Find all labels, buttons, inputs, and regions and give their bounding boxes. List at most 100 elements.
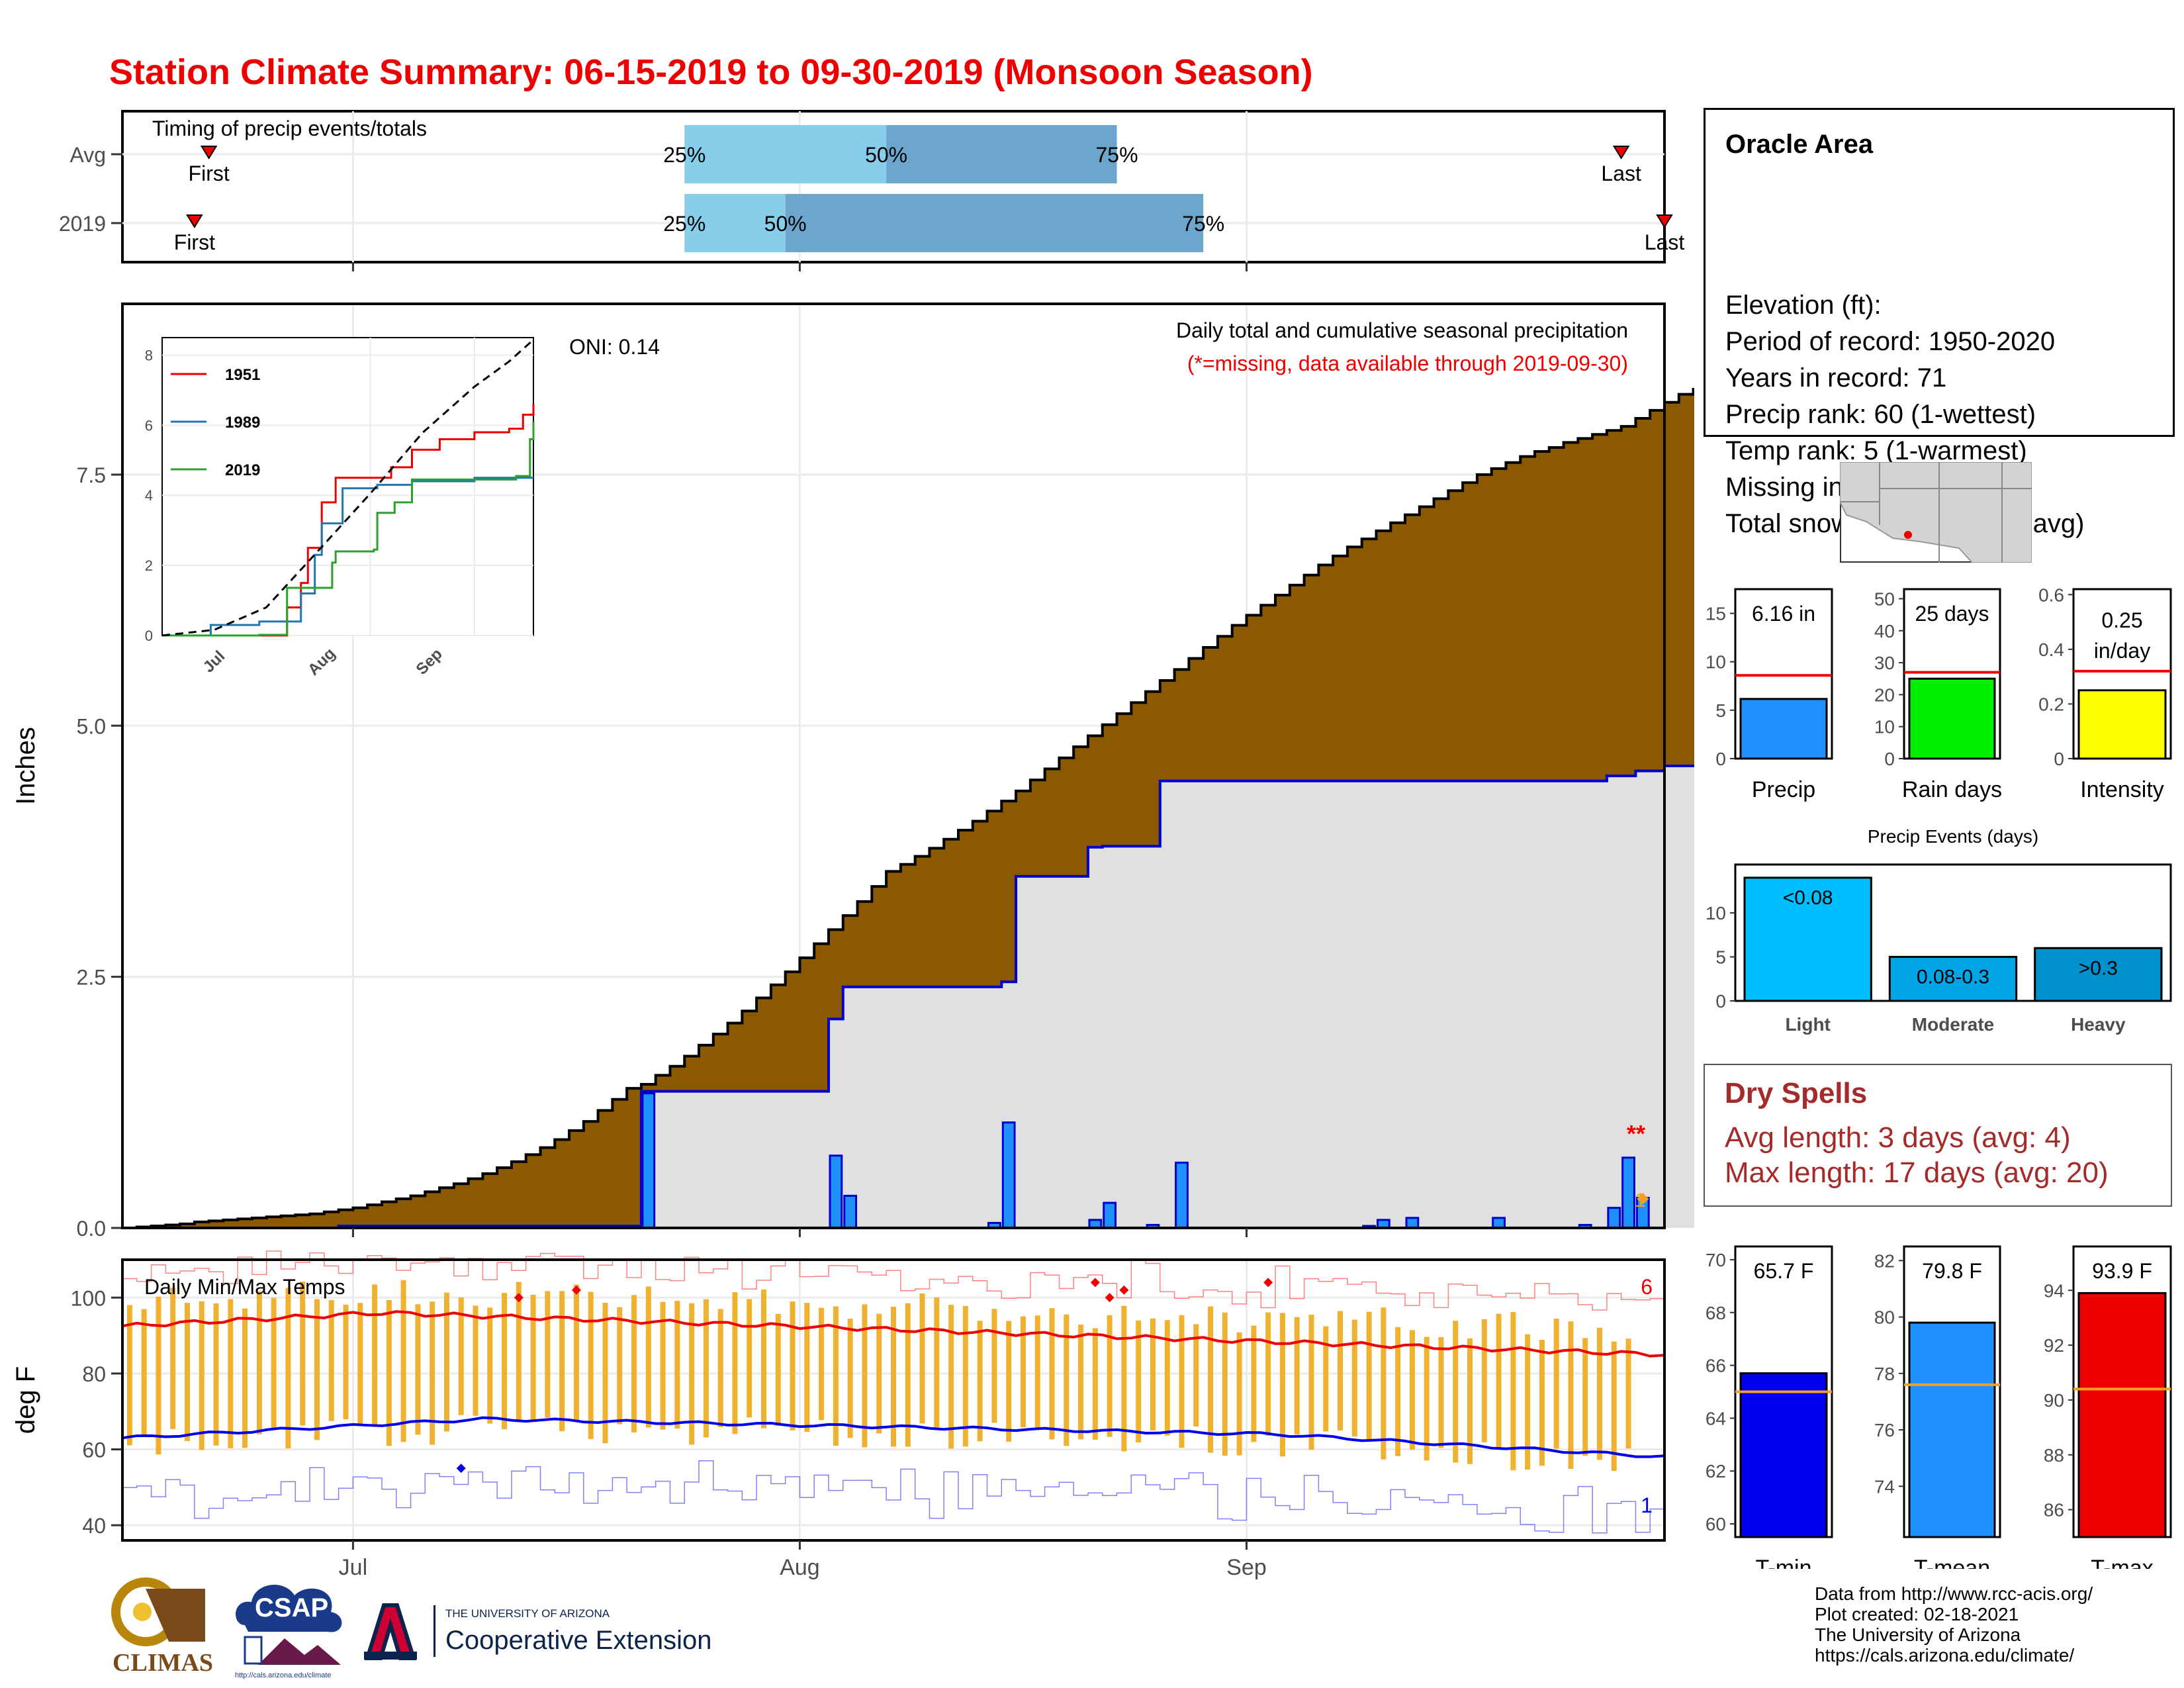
daily-temp-bar xyxy=(876,1313,882,1434)
timing-last-marker xyxy=(1612,146,1630,160)
daily-precip-bar xyxy=(1405,1217,1420,1229)
events-xtick-label: Light xyxy=(1785,1014,1830,1035)
precip-title: Daily total and cumulative seasonal prec… xyxy=(1176,318,1628,342)
locator-map xyxy=(1840,462,2032,563)
daily-precip-bar xyxy=(1001,1121,1016,1229)
tmax-ytick-label: 88 xyxy=(2044,1445,2064,1466)
timing-bar-upper xyxy=(785,194,1204,252)
temp-rank-line: Temp rank: 5 (1-warmest) xyxy=(1725,436,2027,465)
daily-temp-bar xyxy=(473,1305,478,1416)
timing-row-label: 2019 xyxy=(59,212,106,236)
daily-temp-bar xyxy=(1308,1315,1314,1450)
daily-temp-bar xyxy=(1150,1318,1156,1430)
daily-temp-bar xyxy=(357,1303,363,1425)
timing-bar-lower xyxy=(684,194,786,252)
station-location-dot xyxy=(1904,531,1912,539)
daily-temp-bar xyxy=(1510,1312,1516,1471)
daily-temp-bar xyxy=(1597,1327,1603,1460)
rain_days-ytick-label: 50 xyxy=(1874,588,1895,609)
daily-temp-bar xyxy=(1265,1312,1271,1436)
daily-temp-bar xyxy=(631,1295,637,1433)
dry-spells-avg: Avg length: 3 days (avg: 4) xyxy=(1725,1121,2071,1154)
inset-legend-label: 1951 xyxy=(225,366,260,384)
daily-temp-bar xyxy=(1582,1338,1588,1456)
tmean-ytick-label: 82 xyxy=(1874,1250,1895,1271)
climas-logo: CLIMAS xyxy=(106,1575,218,1681)
rain_days-ytick-label: 10 xyxy=(1874,717,1895,737)
cumulative-2019-line xyxy=(122,765,1694,1229)
daily-temp-bar xyxy=(919,1293,925,1424)
daily-temp-bar xyxy=(372,1284,378,1427)
inset-ytick-label: 2 xyxy=(145,557,153,574)
daily-temp-bar xyxy=(559,1291,565,1432)
temp-ytick-label: 80 xyxy=(82,1362,106,1386)
daily-temp-bar xyxy=(1467,1338,1473,1464)
daily-temp-bar xyxy=(1539,1339,1545,1466)
inset-ytick-label: 4 xyxy=(145,487,153,504)
daily-temp-bar xyxy=(1611,1341,1617,1472)
daily-temp-bar xyxy=(819,1307,825,1421)
events-title: Precip Events (days) xyxy=(1868,826,2038,847)
tmean-bar xyxy=(1908,1321,1996,1538)
timing-p75-label: 75% xyxy=(1095,143,1138,167)
daily-temp-bar xyxy=(1164,1320,1170,1436)
daily-temp-bar xyxy=(761,1289,767,1429)
missing-count: 1 xyxy=(1635,1190,1646,1211)
daily-temp-bar xyxy=(977,1321,983,1442)
daily-temp-bar xyxy=(790,1301,796,1430)
avg-tmin-line xyxy=(122,1416,1665,1458)
inset-panel xyxy=(161,337,534,636)
timing-last-marker xyxy=(1656,214,1673,228)
missing-marker: ** xyxy=(1627,1120,1645,1147)
daily-temp-bar xyxy=(256,1291,262,1434)
tmean-value-label: 79.8 F xyxy=(1922,1259,1982,1283)
daily-temp-bar xyxy=(1034,1315,1040,1430)
timing-bar-lower xyxy=(684,125,887,183)
ua-logo-bottom: Cooperative Extension xyxy=(445,1626,712,1655)
tmean-xlabel: T-mean xyxy=(1914,1556,1990,1569)
daily-temp-bar xyxy=(1381,1307,1387,1460)
daily-precip-bar xyxy=(1175,1161,1189,1229)
timing-first-label: First xyxy=(189,162,230,185)
daily-temp-bar xyxy=(1107,1315,1113,1437)
daily-precip-bar xyxy=(641,1092,656,1229)
daily-temp-bar xyxy=(1496,1313,1502,1448)
daily-temp-bar xyxy=(1568,1321,1574,1470)
precip-ylabel: Inches xyxy=(11,727,40,805)
daily-temp-bar xyxy=(1338,1311,1343,1430)
events-bar-label: 0.08-0.3 xyxy=(1917,966,1989,988)
rain_days-ytick-label: 30 xyxy=(1874,653,1895,673)
daily-temp-bar xyxy=(1006,1321,1012,1442)
daily-temp-bar xyxy=(862,1304,868,1448)
daily-temp-bar xyxy=(1294,1317,1300,1434)
daily-temp-bar xyxy=(170,1288,176,1429)
tmin-ytick-label: 68 xyxy=(1706,1303,1726,1323)
rain_days-xlabel: Rain days xyxy=(1902,777,2002,802)
daily-temp-bar xyxy=(660,1301,666,1430)
precip_total-ytick-label: 5 xyxy=(1715,700,1726,721)
tmin-ytick-label: 64 xyxy=(1706,1408,1726,1429)
tmax-xlabel: T-max xyxy=(2091,1556,2153,1569)
daily-temp-bar xyxy=(703,1299,709,1438)
daily-temp-bar xyxy=(430,1301,435,1445)
intensity-ytick-label: 0 xyxy=(2054,749,2064,769)
climas-logo-text: CLIMAS xyxy=(113,1649,214,1677)
daily-temp-bar xyxy=(674,1301,680,1429)
daily-temp-bar xyxy=(833,1306,839,1446)
intensity-xlabel: Intensity xyxy=(2080,777,2164,802)
daily-temp-bar xyxy=(458,1297,464,1415)
temp-xtick-label: Sep xyxy=(1226,1555,1267,1580)
inset-series-avg xyxy=(161,339,534,637)
precip-panel-border xyxy=(121,303,1666,1229)
record-high-line xyxy=(122,1250,1664,1311)
temp-ytick-label: 60 xyxy=(82,1438,106,1462)
daily-temp-bar xyxy=(1453,1321,1459,1463)
temp-title: Daily Min/Max Temps xyxy=(144,1275,345,1299)
daily-temp-bar xyxy=(343,1304,349,1420)
daily-temp-bar xyxy=(271,1297,277,1428)
intensity-value-label: 0.25 xyxy=(2101,608,2142,632)
timing-last-label: Last xyxy=(1645,230,1685,254)
daily-temp-bar xyxy=(545,1291,551,1418)
tmean-ytick-label: 74 xyxy=(1874,1476,1895,1497)
daily-temp-bar xyxy=(199,1301,205,1450)
